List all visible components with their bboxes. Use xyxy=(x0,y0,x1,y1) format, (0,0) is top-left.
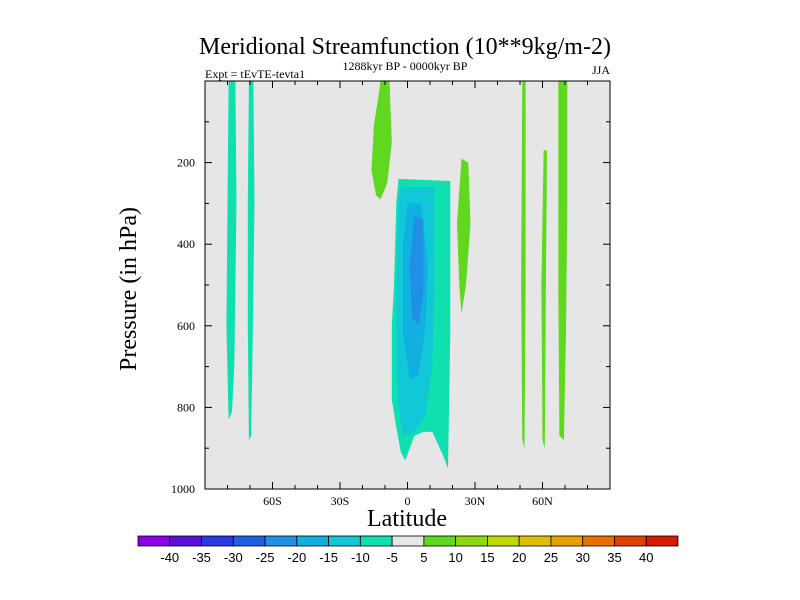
y-tick-label: 400 xyxy=(177,237,195,251)
y-tick-label: 600 xyxy=(177,319,195,333)
colorbar-swatch xyxy=(232,535,266,547)
x-tick-label: 0 xyxy=(405,494,411,508)
contour-region-8 xyxy=(457,158,471,314)
colorbar-label: 20 xyxy=(512,550,526,565)
colorbar-swatch xyxy=(201,535,234,547)
contour-region-10 xyxy=(541,150,547,449)
colorbar-label: -25 xyxy=(256,550,275,565)
colorbar-swatch xyxy=(518,535,552,547)
colorbar-swatch xyxy=(645,535,679,547)
colorbar-swatch xyxy=(455,535,488,547)
colorbar-label: -30 xyxy=(224,550,243,565)
colorbar-swatch xyxy=(264,535,298,547)
colorbar-swatch xyxy=(359,535,393,547)
colorbar-label: 30 xyxy=(575,550,589,565)
y-tick-label: 1000 xyxy=(171,482,195,496)
contour-region-9 xyxy=(521,81,526,449)
y-axis-label: Pressure (in hPa) xyxy=(116,207,142,371)
colorbar-swatch xyxy=(582,535,615,547)
plot-frame xyxy=(204,80,611,490)
colorbar-swatch xyxy=(391,535,425,547)
colorbar-swatch xyxy=(137,535,171,547)
y-tick-label: 800 xyxy=(177,400,195,414)
contour-region-1 xyxy=(226,81,237,420)
colorbar-label: 25 xyxy=(544,550,558,565)
colorbar-swatch xyxy=(614,535,647,547)
colorbar-label: -20 xyxy=(287,550,306,565)
y-tick-label: 200 xyxy=(177,156,195,170)
colorbar-label: 40 xyxy=(639,550,653,565)
colorbar-swatch xyxy=(328,535,361,547)
x-tick-label: 30S xyxy=(331,494,350,508)
chart-title: Meridional Streamfunction (10**9kg/m-2) xyxy=(199,34,611,60)
colorbar-label: -35 xyxy=(192,550,211,565)
colorbar-label: 10 xyxy=(448,550,462,565)
contour-region-11 xyxy=(558,81,568,440)
colorbar-swatch xyxy=(550,535,584,547)
contour-region-3 xyxy=(371,81,392,200)
x-tick-label: 60N xyxy=(532,494,553,508)
colorbar-label: 15 xyxy=(480,550,494,565)
colorbar-label: 35 xyxy=(607,550,621,565)
colorbar-label: -40 xyxy=(160,550,179,565)
colorbar-label: 5 xyxy=(420,550,427,565)
contour-regions xyxy=(226,81,568,469)
colorbar-swatch xyxy=(169,535,202,547)
subtitle-center: 1288kyr BP - 0000kyr BP xyxy=(343,59,468,73)
subtitle-left: Expt = tEvTE-tevta1 xyxy=(205,67,305,81)
colorbar-label: -5 xyxy=(386,550,398,565)
contour-region-7 xyxy=(409,215,424,326)
x-axis-label: Latitude xyxy=(367,506,447,532)
colorbar-label: -10 xyxy=(351,550,370,565)
colorbar-label: -15 xyxy=(319,550,338,565)
colorbar-swatch xyxy=(423,535,457,547)
colorbar: -40 -35 -30 -25 -20 -15 -10 -5 5 10 15 20 25 30 35 40 xyxy=(137,535,679,565)
contour-region-2 xyxy=(247,81,255,440)
colorbar-swatch xyxy=(487,535,520,547)
x-tick-label: 30N xyxy=(465,494,486,508)
colorbar-swatch xyxy=(296,535,329,547)
subtitle-right: JJA xyxy=(592,63,610,77)
axis-ticks: 60S 30S 0 30N 60N 200 400 600 800 1000 xyxy=(171,81,610,508)
x-tick-label: 60S xyxy=(263,494,282,508)
